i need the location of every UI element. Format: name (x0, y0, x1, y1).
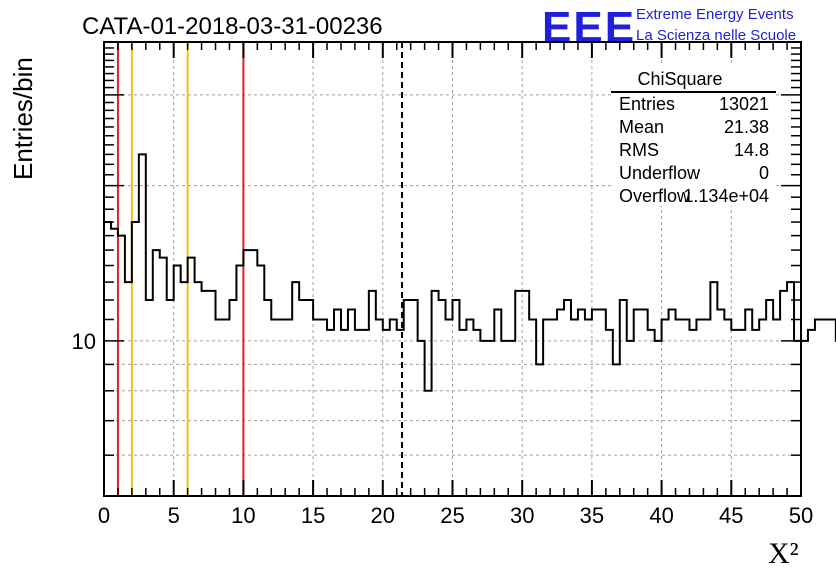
x-tick-label: 0 (98, 503, 110, 528)
stats-value-mean: 21.38 (724, 117, 769, 137)
axis-ticks: 0 5 10 15 20 25 30 35 40 45 50 10 (72, 41, 813, 528)
x-tick-label: 25 (440, 503, 464, 528)
eee-logo-line2: La Scienza nelle Scuole (636, 27, 796, 44)
histogram-bins (104, 153, 836, 392)
stats-box: ChiSquare Entries 13021 Mean 21.38 RMS 14.8 Un… (611, 66, 776, 206)
x-tick-label: 5 (168, 503, 180, 528)
reference-lines (116, 42, 404, 496)
y-tick-label: 10 (72, 329, 96, 354)
x-tick-label: 15 (301, 503, 325, 528)
stats-label-overflow: Overflow (619, 186, 691, 206)
x-tick-label: 50 (789, 503, 813, 528)
stats-label-underflow: Underflow (619, 163, 701, 183)
eee-logo-line1: Extreme Energy Events (636, 6, 794, 23)
stats-label-rms: RMS (619, 140, 659, 160)
stats-value-overflow: 1.134e+04 (683, 186, 769, 206)
x-tick-label: 30 (510, 503, 534, 528)
x-tick-label: 10 (231, 503, 255, 528)
y-axis-label: Entries/bin (8, 57, 38, 180)
stats-value-underflow: 0 (759, 163, 769, 183)
eee-logo-mark: EEE (542, 3, 636, 52)
stats-label-entries: Entries (619, 94, 675, 114)
x-tick-label: 35 (580, 503, 604, 528)
eee-logo: EEE Extreme Energy Events La Scienza nel… (542, 3, 796, 52)
stats-box-title: ChiSquare (637, 69, 722, 89)
stats-label-mean: Mean (619, 117, 664, 137)
x-tick-label: 40 (649, 503, 673, 528)
stats-value-rms: 14.8 (734, 140, 769, 160)
x-tick-label: 20 (371, 503, 395, 528)
x-tick-label: 45 (719, 503, 743, 528)
chart-title: CATA-01-2018-03-31-00236 (82, 13, 383, 40)
x-axis-label: X² (768, 537, 799, 570)
stats-value-entries: 13021 (719, 94, 769, 114)
